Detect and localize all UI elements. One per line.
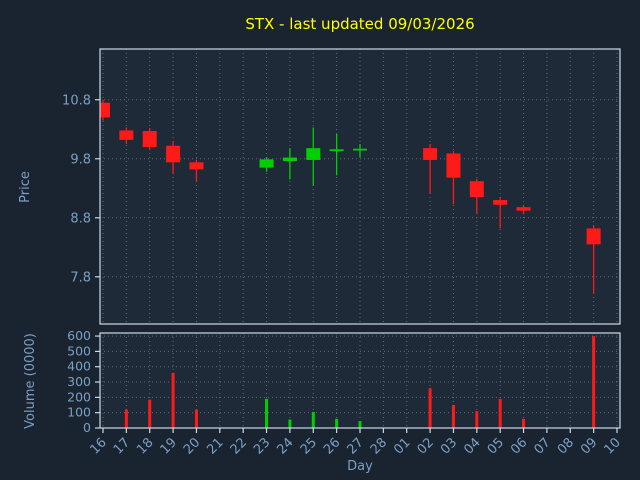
x-tick-label: 22 xyxy=(228,435,250,457)
chart-title: STX - last updated 09/03/2026 xyxy=(245,15,474,33)
volume-bar xyxy=(522,418,526,428)
x-tick-label: 04 xyxy=(461,435,483,457)
volume-axis-label: Volume (0000) xyxy=(23,333,38,429)
candle-body xyxy=(100,102,110,118)
candle-body xyxy=(493,200,508,205)
x-tick-label: 23 xyxy=(251,435,273,457)
x-tick-label: 03 xyxy=(438,435,460,457)
x-tick-label: 18 xyxy=(134,435,156,457)
volume-panel-bg xyxy=(100,333,620,428)
x-tick-label: 01 xyxy=(391,435,413,457)
candles xyxy=(100,99,601,294)
x-tick-label: 24 xyxy=(274,435,296,457)
x-tick-label: 28 xyxy=(368,435,390,457)
x-tick-label: 09 xyxy=(578,435,600,457)
x-axis-label: Day xyxy=(347,459,373,474)
x-tick-label: 06 xyxy=(508,435,530,457)
volume-tick-label: 300 xyxy=(67,374,91,389)
volume-bar xyxy=(428,388,432,428)
x-tick-label: 07 xyxy=(531,435,553,457)
volume-bar xyxy=(124,409,128,428)
x-tick-label: 08 xyxy=(555,435,577,457)
volume-bars xyxy=(124,336,596,428)
x-tick-label: 26 xyxy=(321,435,343,457)
candle-body xyxy=(469,181,484,198)
volume-bar xyxy=(451,405,455,428)
volume-bar xyxy=(194,409,198,428)
volume-tick-label: 200 xyxy=(67,389,91,404)
volume-bar xyxy=(288,419,292,428)
volume-bar xyxy=(592,336,596,428)
volume-tick-label: 500 xyxy=(67,343,91,358)
candle-body xyxy=(189,162,204,170)
x-tick-label: 25 xyxy=(298,435,320,457)
candle-body xyxy=(119,130,134,140)
x-tick-label: 19 xyxy=(158,435,180,457)
candle-body xyxy=(259,159,274,168)
candle-body xyxy=(516,207,531,211)
candle-body xyxy=(586,228,601,245)
volume-bar xyxy=(148,399,152,428)
x-tick-label: 27 xyxy=(345,435,367,457)
volume-bar xyxy=(311,411,315,428)
x-tick-label: 16 xyxy=(88,435,110,457)
volume-tick-label: 400 xyxy=(67,359,91,374)
x-tick-label: 17 xyxy=(111,435,133,457)
panel-border xyxy=(99,48,621,325)
candle-body xyxy=(306,148,321,160)
volume-bar xyxy=(335,418,339,428)
candle-body xyxy=(446,153,461,178)
x-tick-label: 05 xyxy=(485,435,507,457)
candle-body xyxy=(329,149,344,152)
volume-bar xyxy=(498,398,502,428)
volume-bar xyxy=(265,398,269,428)
x-tick-label: 10 xyxy=(602,435,624,457)
candle-body xyxy=(423,148,438,160)
volume-tick-label: 100 xyxy=(67,405,91,420)
candle-body xyxy=(353,148,367,151)
x-tick-label: 21 xyxy=(204,435,226,457)
volume-bar xyxy=(171,372,175,428)
candle-body xyxy=(282,157,297,162)
price-panel-bg xyxy=(100,49,620,324)
price-tick-label: 8.8 xyxy=(70,211,91,226)
price-tick-label: 9.8 xyxy=(70,152,91,167)
price-axis-label: Price xyxy=(18,171,33,203)
candle-body xyxy=(142,131,157,147)
x-tick-label: 20 xyxy=(181,435,203,457)
volume-bar xyxy=(358,421,362,428)
price-tick-label: 7.8 xyxy=(70,270,91,285)
gridlines xyxy=(100,49,620,428)
price-tick-label: 10.8 xyxy=(62,93,91,108)
volume-tick-label: 0 xyxy=(83,420,91,435)
x-tick-label: 02 xyxy=(415,435,437,457)
volume-tick-label: 600 xyxy=(67,328,91,343)
volume-bar xyxy=(475,411,479,428)
candle-body xyxy=(166,145,181,163)
